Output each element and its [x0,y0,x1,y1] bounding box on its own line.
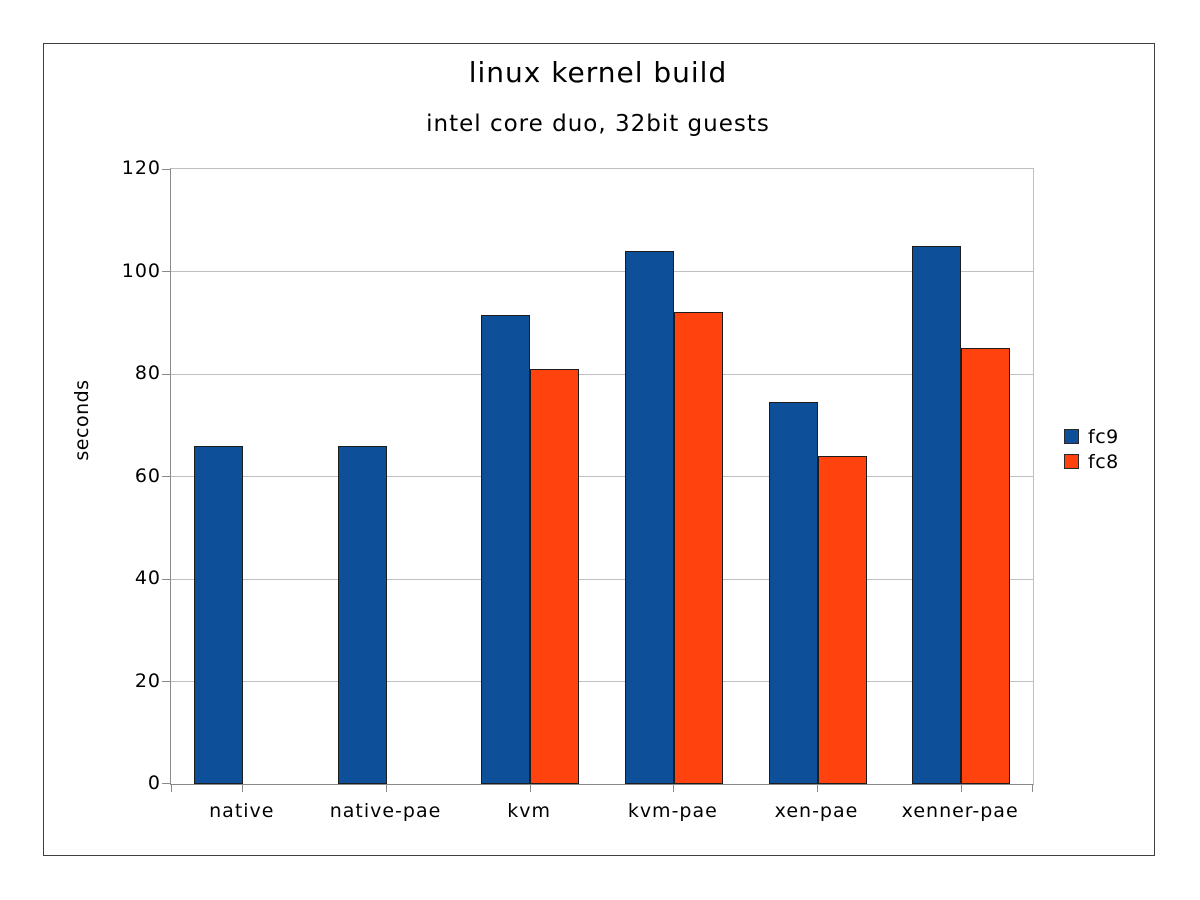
bar-fc9-native [194,446,243,784]
y-tick-label-80: 80 [134,362,161,384]
bar-fc9-kvm [481,315,530,784]
x-tick-0 [171,784,172,792]
plot-area [162,168,1034,792]
legend-swatch-fc9 [1064,429,1079,444]
bar-fc8-kvm-pae [674,312,723,784]
y-tick-80 [162,373,171,375]
bar-fc9-xen-pae [769,402,818,784]
x-tick-2 [386,784,387,792]
y-tick-label-20: 20 [134,669,161,692]
chart-subtitle: intel core duo, 32bit guests [426,111,770,137]
x-tick-6 [960,784,962,792]
x-tick-4 [673,784,675,792]
x-tick-3 [529,784,531,792]
y-axis-title: seconds [71,379,93,461]
gridline-y-60 [171,476,1033,477]
y-tick-100 [162,271,171,272]
bar-fc9-xenner-pae [912,246,961,784]
legend-swatch-fc8 [1064,454,1079,469]
y-tick-40 [162,578,171,580]
bar-fc9-kvm-pae [625,251,674,784]
legend-row-fc8: fc8 [1064,449,1119,474]
x-tick-7 [1032,784,1033,792]
y-tick-20 [162,681,171,682]
x-tick-label-kvm-pae: kvm-pae [627,800,718,822]
legend: fc9 fc8 [1064,424,1119,474]
x-tick-label-native-pae: native-pae [329,800,442,822]
y-tick-60 [162,476,171,477]
y-tick-label-120: 120 [121,157,161,179]
y-tick-label-100: 100 [121,259,161,282]
legend-label-fc8: fc8 [1088,450,1119,473]
y-tick-label-0: 0 [147,772,161,794]
gridline-y-80 [171,373,1033,375]
x-tick-label-native: native [209,800,275,822]
bar-fc9-native-pae [338,446,387,784]
y-tick-120 [162,169,171,170]
legend-row-fc9: fc9 [1064,424,1119,449]
legend-label-fc9: fc9 [1088,425,1119,448]
y-tick-0 [162,783,171,784]
gridline-y-40 [171,578,1033,580]
y-tick-label-60: 60 [134,464,161,487]
bar-fc8-xenner-pae [961,348,1010,784]
x-tick-label-kvm: kvm [507,800,552,822]
x-tick-label-xen-pae: xen-pae [774,800,859,822]
y-tick-label-40: 40 [134,567,161,589]
x-tick-1 [242,784,244,792]
gridline-y-100 [171,271,1033,272]
x-tick-label-xenner-pae: xenner-pae [901,800,1019,822]
x-tick-5 [817,784,818,792]
chart-title: linux kernel build [468,56,728,89]
bar-fc8-kvm [530,369,579,784]
gridline-y-20 [171,681,1033,682]
bar-fc8-xen-pae [818,456,867,784]
